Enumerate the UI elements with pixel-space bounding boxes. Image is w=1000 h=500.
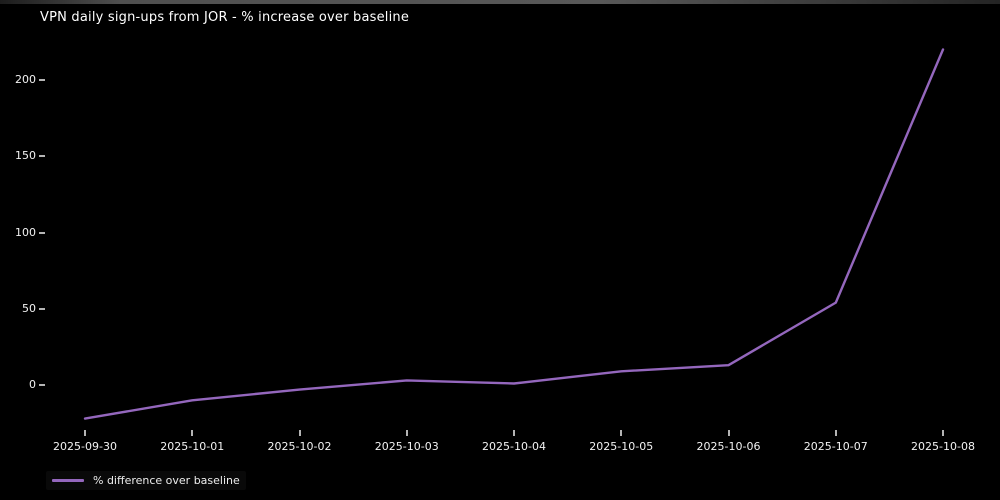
y-tick-label: 200 [15,73,36,86]
x-tick-mark [620,430,623,436]
y-tick-label: 0 [29,378,36,391]
chart-title: VPN daily sign-ups from JOR - % increase… [40,10,410,25]
legend: % difference over baseline [46,471,246,490]
y-tick-mark [39,231,45,234]
legend-line-swatch [52,479,84,482]
x-tick-mark [298,430,301,436]
y-tick-label: 100 [15,225,36,239]
y-tick-mark [39,79,45,81]
x-tick-mark [834,430,837,436]
x-tick-label: 2025-10-04 [482,440,546,453]
x-tick-label: 2025-10-07 [803,440,868,453]
x-tick-mark [513,430,515,436]
x-tick-mark [942,430,944,436]
x-tick-mark [405,430,408,436]
x-tick-mark [191,430,194,436]
y-tick-label: 50 [22,301,36,315]
y-tick-mark [39,307,45,310]
legend-label: % difference over baseline [93,474,240,487]
x-tick-label: 2025-10-02 [267,440,332,453]
x-tick-label: 2025-10-06 [696,440,761,453]
y-tick-label: 150 [15,149,36,163]
y-tick-mark [39,384,45,386]
x-tick-label: 2025-10-08 [911,440,975,453]
x-tick-label: 2025-10-05 [589,440,654,453]
x-tick-mark [84,430,86,436]
x-tick-label: 2025-10-03 [374,440,439,453]
y-tick-mark [39,155,45,158]
x-tick-mark [727,430,730,436]
series-line [83,48,945,420]
x-tick-label: 2025-09-30 [53,440,117,453]
window-top-edge [0,0,1000,4]
x-tick-label: 2025-10-01 [160,440,225,453]
